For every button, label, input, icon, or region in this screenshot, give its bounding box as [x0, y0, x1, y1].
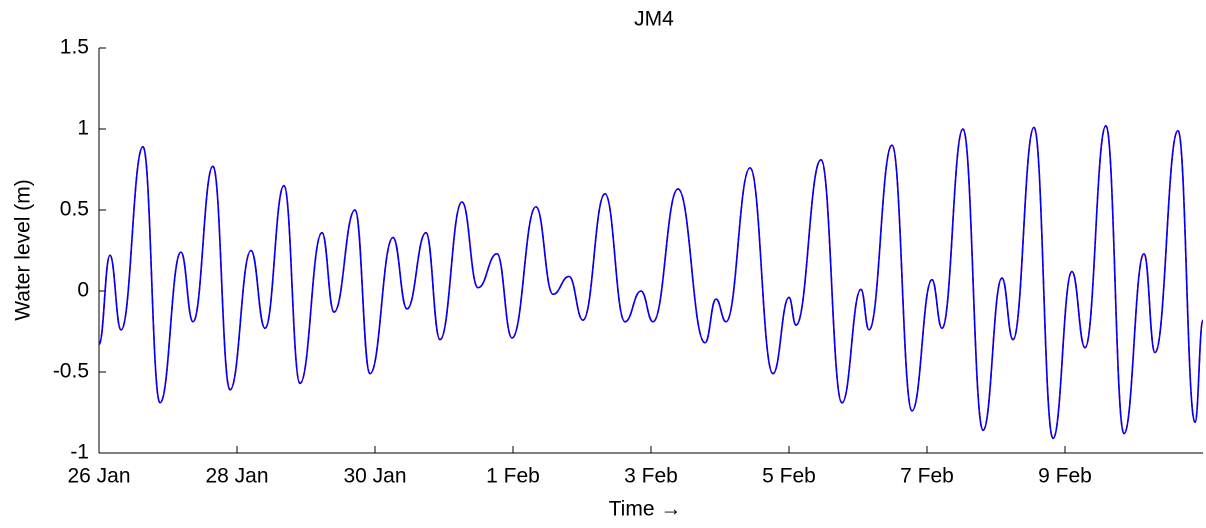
- x-tick-label: 7 Feb: [900, 465, 954, 488]
- y-tick-label: 0.5: [60, 198, 89, 221]
- y-tick-label: 1: [77, 117, 89, 140]
- x-tick-label: 3 Feb: [624, 465, 678, 488]
- x-tick-label: 26 Jan: [67, 465, 130, 488]
- series-line: [98, 124, 1204, 440]
- x-tick-label: 9 Feb: [1038, 465, 1092, 488]
- y-tick-label: 1.5: [60, 36, 89, 59]
- series-line: [98, 124, 1204, 440]
- y-tick-label: 0: [77, 279, 89, 302]
- x-axis-label: Time →: [609, 498, 682, 521]
- x-tick-label: 28 Jan: [205, 465, 268, 488]
- x-tick-label: 30 Jan: [343, 465, 406, 488]
- y-tick-label: -0.5: [53, 360, 89, 383]
- x-tick-label: 5 Feb: [762, 465, 816, 488]
- chart-title: JM4: [634, 8, 674, 31]
- y-axis-label: Water level (m): [12, 179, 35, 321]
- x-tick-label: 1 Feb: [486, 465, 540, 488]
- y-tick-label: -1: [70, 441, 89, 464]
